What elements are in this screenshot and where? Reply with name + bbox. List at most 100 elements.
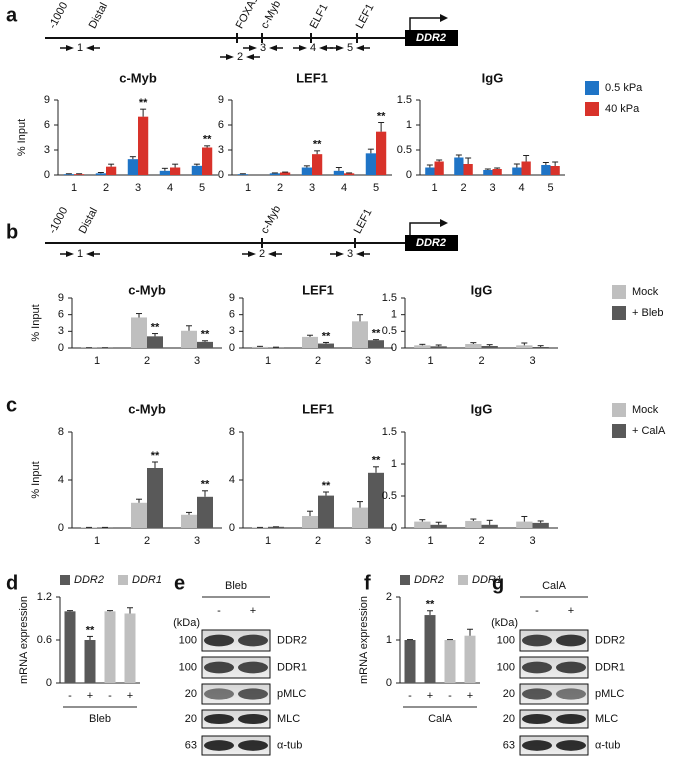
blot-band — [238, 688, 268, 700]
x-tick-label: 1 — [245, 182, 251, 194]
x-tick-label: 5 — [373, 182, 379, 194]
bar — [365, 153, 376, 175]
x-tick-label: 1 — [431, 182, 437, 194]
blot-band — [204, 688, 234, 700]
bar — [312, 154, 323, 175]
protein-label: DDR1 — [595, 661, 625, 673]
significance: ** — [201, 479, 210, 491]
y-axis-label: % Input — [30, 304, 42, 341]
site-label: c-Myb — [259, 0, 284, 31]
panel-label: e — [174, 572, 185, 594]
y-tick-label: 0 — [46, 677, 52, 689]
x-tick-label: 3 — [529, 535, 535, 547]
primer-label: 5 — [347, 42, 353, 54]
blot-band — [522, 634, 552, 647]
x-tick-label: 4 — [341, 182, 347, 194]
blot-band — [522, 661, 552, 674]
bar — [127, 159, 138, 175]
unit-label: (kDa) — [173, 617, 200, 629]
marker-label: 63 — [185, 739, 197, 751]
y-tick-label: 0.6 — [37, 634, 52, 646]
bar — [344, 173, 355, 175]
legend-label: Mock — [632, 404, 659, 416]
y-tick-label: 4 — [229, 474, 235, 486]
protein-label: DDR2 — [277, 634, 307, 646]
marker-label: 100 — [179, 634, 197, 646]
x-tick-label: + — [427, 690, 433, 702]
bar — [376, 131, 387, 175]
blot-band — [204, 713, 234, 725]
primer-rev — [356, 45, 364, 51]
primer-rev — [86, 251, 94, 257]
significance: ** — [313, 139, 322, 151]
significance: ** — [151, 450, 160, 462]
marker-label: 100 — [179, 661, 197, 673]
significance: ** — [372, 455, 381, 467]
legend-label: DDR2 — [74, 574, 104, 586]
bar — [147, 336, 163, 348]
y-tick-label: 0 — [58, 522, 64, 534]
y-tick-label: 0.5 — [382, 490, 397, 502]
y-tick-label: 4 — [58, 474, 64, 486]
bar — [532, 347, 549, 348]
y-tick-label: 1 — [386, 634, 392, 646]
significance: ** — [377, 110, 386, 122]
protein-label: DDR1 — [277, 661, 307, 673]
protein-label: α-tub — [595, 739, 620, 751]
legend-label: 0.5 kPa — [605, 82, 643, 94]
legend-swatch — [612, 285, 626, 299]
x-tick-label: 2 — [103, 182, 109, 194]
y-tick-label: 0 — [391, 522, 397, 534]
y-tick-label: 6 — [218, 119, 224, 131]
y-tick-label: 0 — [386, 677, 392, 689]
x-tick-label: 3 — [529, 355, 535, 367]
site-label: Distal — [77, 206, 101, 236]
chart-title: c-Myb — [119, 70, 157, 85]
chart-title: LEF1 — [302, 401, 334, 416]
primer-label: 4 — [310, 42, 316, 54]
panel-label: f — [364, 572, 371, 594]
marker-label: 100 — [497, 661, 515, 673]
lane-label: + — [568, 605, 574, 617]
primer-label: 1 — [77, 248, 83, 260]
x-axis-label: CalA — [428, 713, 453, 725]
bar — [404, 640, 416, 683]
y-tick-label: 1 — [391, 309, 397, 321]
bar — [465, 520, 482, 528]
bar — [454, 157, 464, 175]
y-tick-label: 0.5 — [382, 325, 397, 337]
panel-label: g — [492, 572, 504, 594]
site-label: c-Myb — [259, 204, 284, 236]
x-tick-label: 1 — [265, 535, 271, 547]
bar — [333, 170, 344, 175]
site-label: LEF1 — [352, 207, 375, 236]
y-tick-label: 1.5 — [382, 426, 397, 438]
bar — [464, 635, 476, 683]
legend-swatch — [585, 81, 599, 95]
chart-title: IgG — [471, 282, 493, 297]
lane-label: - — [217, 605, 221, 617]
x-tick-label: 2 — [315, 355, 321, 367]
blot-band — [204, 661, 234, 674]
y-axis-label: % Input — [16, 119, 28, 156]
primer-fwd — [248, 251, 256, 257]
bar — [425, 167, 435, 175]
x-tick-label: 1 — [265, 355, 271, 367]
y-tick-label: 8 — [58, 426, 64, 438]
significance: ** — [201, 329, 210, 341]
significance: ** — [322, 480, 331, 492]
start-label: -1000 — [47, 205, 71, 235]
blot-band — [238, 634, 268, 647]
bar — [252, 346, 268, 348]
x-tick-label: 1 — [94, 535, 100, 547]
blot-band — [238, 740, 268, 751]
x-tick-label: - — [68, 690, 72, 702]
blot-band — [522, 740, 552, 751]
protein-label: α-tub — [277, 739, 302, 751]
x-tick-label: - — [448, 690, 452, 702]
gene-box — [405, 30, 458, 46]
significance: ** — [426, 599, 435, 611]
blot-band — [556, 661, 586, 674]
marker-label: 20 — [185, 688, 197, 700]
